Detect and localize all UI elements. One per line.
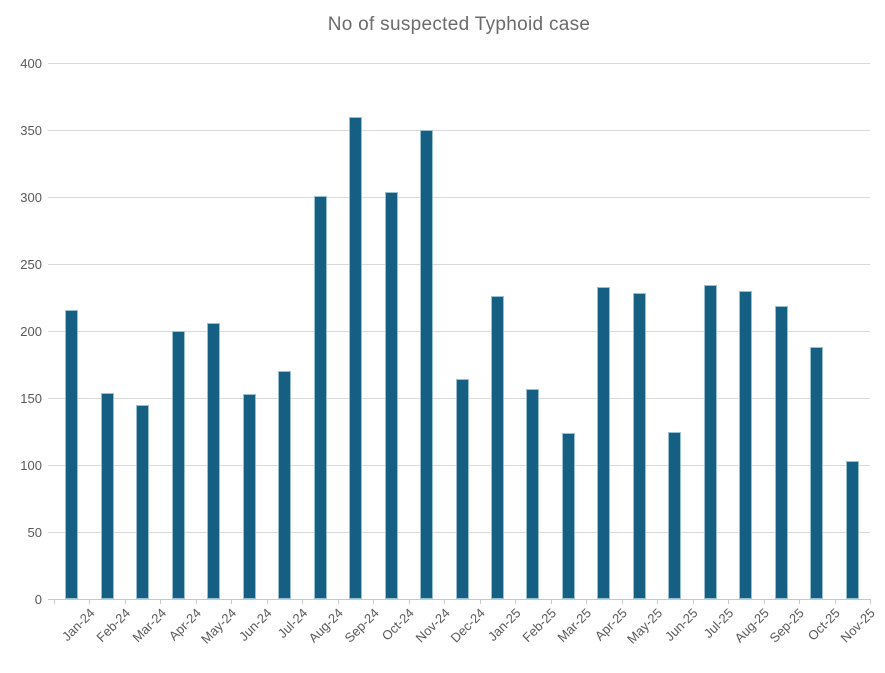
bar-apr-24: [171, 331, 185, 599]
bar-jun-24: [242, 393, 256, 599]
x-axis-tick: [763, 600, 765, 604]
x-axis-category-label: Sep-24: [341, 605, 382, 646]
bar-nov-24: [420, 130, 434, 599]
x-axis-category-label: Jan-24: [58, 605, 98, 645]
chart-title: No of suspected Typhoid case: [327, 14, 591, 35]
x-axis-category-label: Oct-25: [804, 605, 843, 644]
y-axis-tick-label: 300: [20, 190, 42, 205]
bar-oct-25: [810, 347, 824, 599]
bar-jun-25: [668, 431, 682, 599]
x-axis-tick: [54, 600, 55, 604]
y-axis-tick-label: 200: [20, 324, 42, 339]
bar-sep-25: [774, 305, 788, 599]
x-axis-tick: [621, 600, 623, 604]
bar-feb-25: [526, 388, 540, 599]
x-axis-tick: [266, 600, 268, 604]
x-axis-tick: [195, 600, 197, 604]
x-axis-category-label: Feb-24: [93, 605, 134, 646]
bar-aug-25: [739, 290, 753, 599]
bar-sep-24: [349, 116, 363, 599]
x-axis-category-label: Feb-25: [519, 605, 559, 646]
x-axis-category-label: Nov-25: [837, 605, 879, 646]
x-axis-tick: [124, 600, 126, 604]
x-axis-category-label: Mar-24: [128, 605, 169, 646]
x-axis-tick: [337, 600, 339, 604]
bar-aug-24: [313, 195, 327, 599]
x-axis-category-label: Mar-25: [554, 605, 595, 646]
x-axis-category-label: May-24: [198, 605, 240, 647]
x-axis-category-label: Oct-24: [378, 605, 417, 644]
bar-apr-25: [597, 286, 611, 599]
gridline: [48, 197, 870, 198]
gridline: [48, 130, 870, 131]
bar-jul-25: [703, 285, 717, 599]
x-axis-tick: [302, 600, 304, 604]
x-axis-tick: [657, 600, 659, 604]
x-axis-category-label: Apr-24: [165, 605, 205, 644]
x-axis-tick: [799, 600, 801, 604]
y-axis-tick-label: 350: [20, 123, 42, 138]
x-axis-tick: [160, 600, 162, 604]
bar-dec-24: [455, 379, 469, 599]
gridline: [48, 264, 870, 265]
y-axis-tick-label: 250: [20, 257, 42, 272]
x-axis-category-label: Jul-25: [700, 605, 737, 641]
x-axis-tick: [515, 600, 517, 604]
x-axis-category-label: Dec-24: [447, 605, 488, 646]
gridline: [48, 331, 870, 332]
x-axis-category-label: Jun-24: [236, 605, 276, 645]
x-axis-tick: [586, 600, 588, 604]
x-axis-tick: [373, 600, 375, 604]
bar-jul-24: [278, 371, 292, 599]
bar-mar-24: [136, 404, 150, 599]
x-axis-category-label: Apr-25: [591, 605, 630, 644]
bar-jan-25: [490, 296, 504, 599]
x-axis-category-label: Jun-25: [662, 605, 701, 645]
x-axis-tick: [479, 600, 481, 604]
bar-oct-24: [384, 191, 398, 599]
x-axis-category-label: Nov-24: [412, 605, 453, 646]
gridline: [48, 63, 870, 64]
x-axis-tick: [692, 600, 694, 604]
x-axis-category-label: Jan-25: [484, 605, 524, 645]
x-axis-tick: [231, 600, 233, 604]
y-axis-tick-label: 50: [27, 525, 42, 540]
x-axis-tick: [834, 600, 836, 604]
x-axis-category-label: Aug-24: [305, 605, 346, 646]
bar-nov-25: [845, 460, 859, 599]
x-axis-tick: [408, 600, 410, 604]
bar-jan-24: [65, 309, 79, 599]
x-axis-category-label: May-25: [624, 605, 666, 647]
x-axis-tick: [728, 600, 730, 604]
x-axis-tick: [870, 600, 871, 604]
y-axis-tick-label: 100: [20, 458, 42, 473]
x-axis-category-label: Aug-25: [731, 605, 772, 646]
x-axis-category-label: Sep-25: [766, 605, 808, 646]
bar-feb-24: [100, 392, 114, 599]
x-axis-category-label: Jul-24: [274, 605, 311, 641]
y-axis-tick-label: 150: [20, 391, 42, 406]
x-axis-tick: [89, 600, 91, 604]
y-axis-tick-label: 0: [34, 592, 42, 607]
bar-may-25: [632, 293, 646, 599]
x-axis-tick: [444, 600, 446, 604]
bar-may-24: [207, 322, 221, 599]
x-axis-tick: [550, 600, 552, 604]
y-axis-tick-label: 400: [20, 56, 42, 71]
bar-mar-25: [561, 432, 575, 599]
x-axis-line: [48, 599, 871, 600]
